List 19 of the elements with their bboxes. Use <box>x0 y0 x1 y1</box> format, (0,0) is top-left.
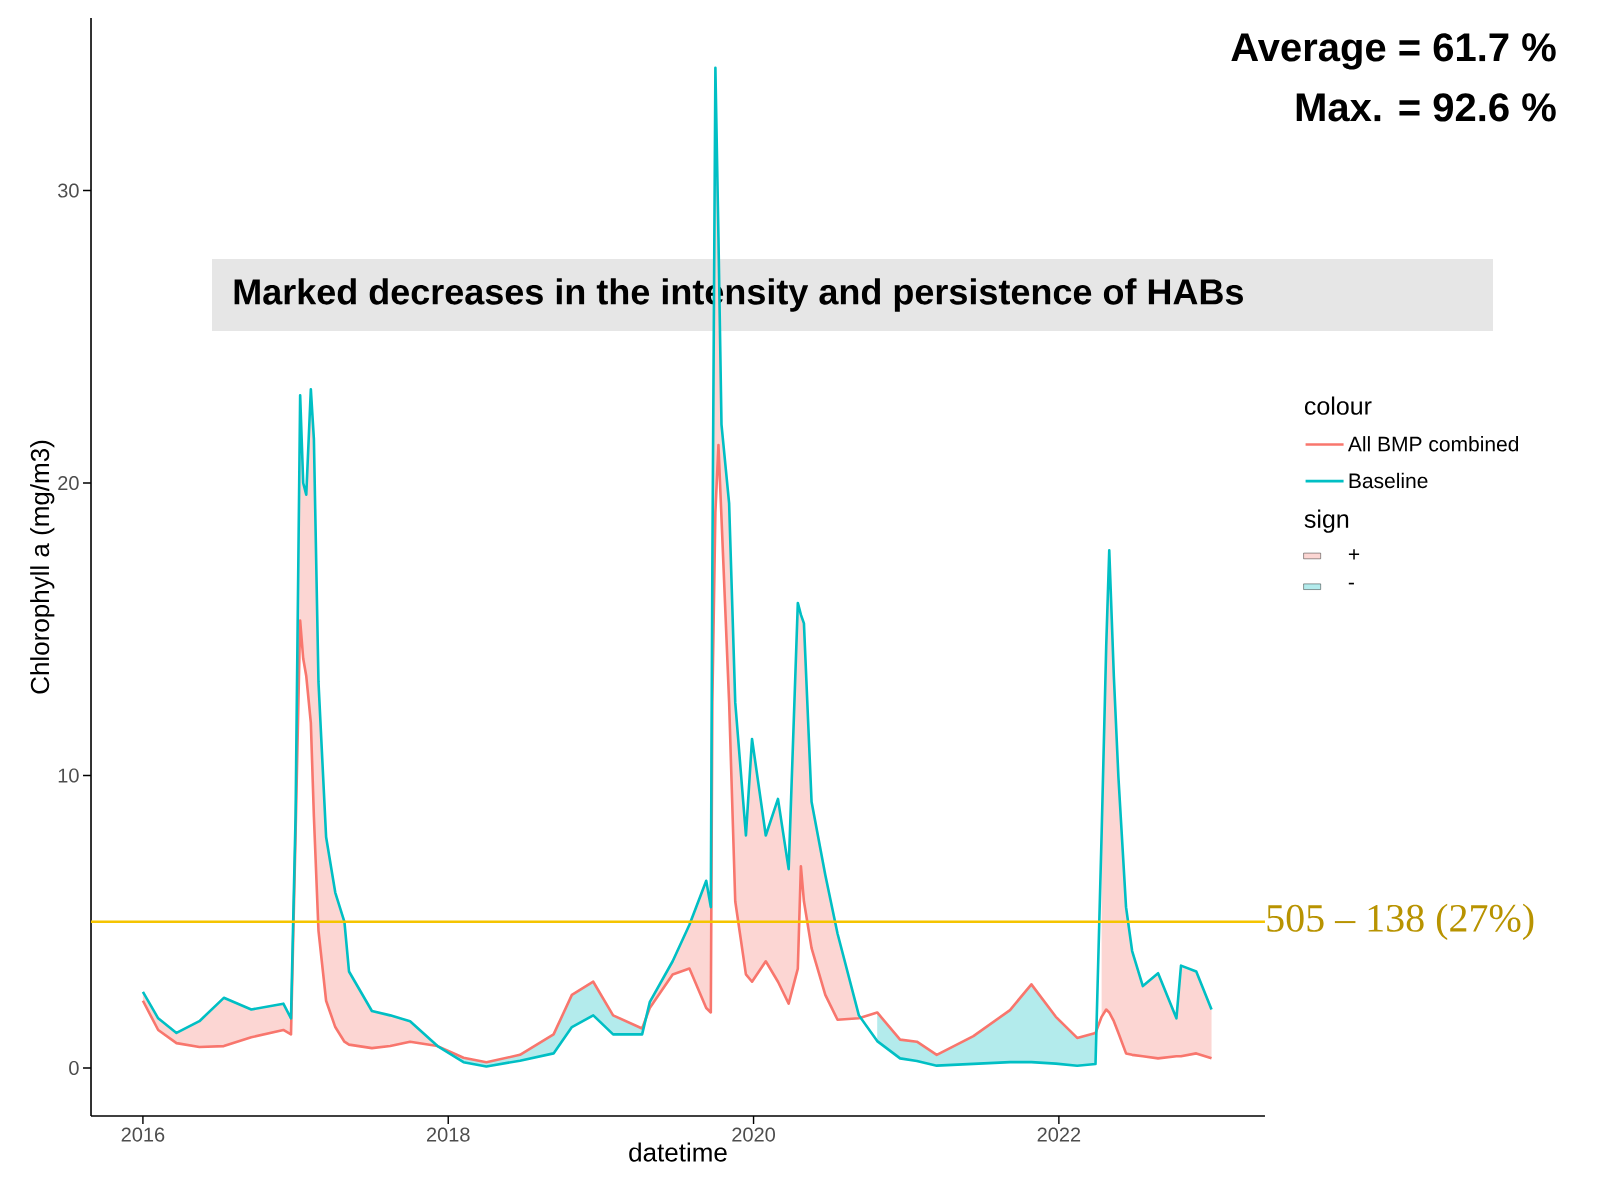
text: sign <box>1304 509 1349 533</box>
x-axis-title: datetime <box>629 1142 727 1162</box>
annotation: Average = 61.7 % <box>1231 33 1556 70</box>
legend-label: + <box>1348 549 1360 560</box>
legend-label: Baseline <box>1349 472 1428 489</box>
y-axis-title: Chlorophyll a (mg/m3) <box>30 440 55 694</box>
x-tick-label: 2022 <box>1037 1127 1081 1142</box>
y-tick-label: 30 <box>58 183 79 198</box>
x-tick-label: 2018 <box>426 1127 470 1142</box>
legend-label: All BMP combined <box>1347 436 1519 452</box>
y-tick-label: 20 <box>58 475 79 491</box>
y-tick-label: 10 <box>58 768 79 783</box>
x-tick-label: 2016 <box>121 1127 165 1142</box>
y-tick-label: 0 <box>69 1060 79 1076</box>
text: Max. = 92.6 % <box>1296 93 1556 122</box>
ref-line-label: 505 – 138 (27%) <box>1267 903 1534 940</box>
x-tick-label: 2020 <box>732 1127 775 1142</box>
legend-label: - <box>1348 582 1354 585</box>
text: colour <box>1304 396 1372 415</box>
